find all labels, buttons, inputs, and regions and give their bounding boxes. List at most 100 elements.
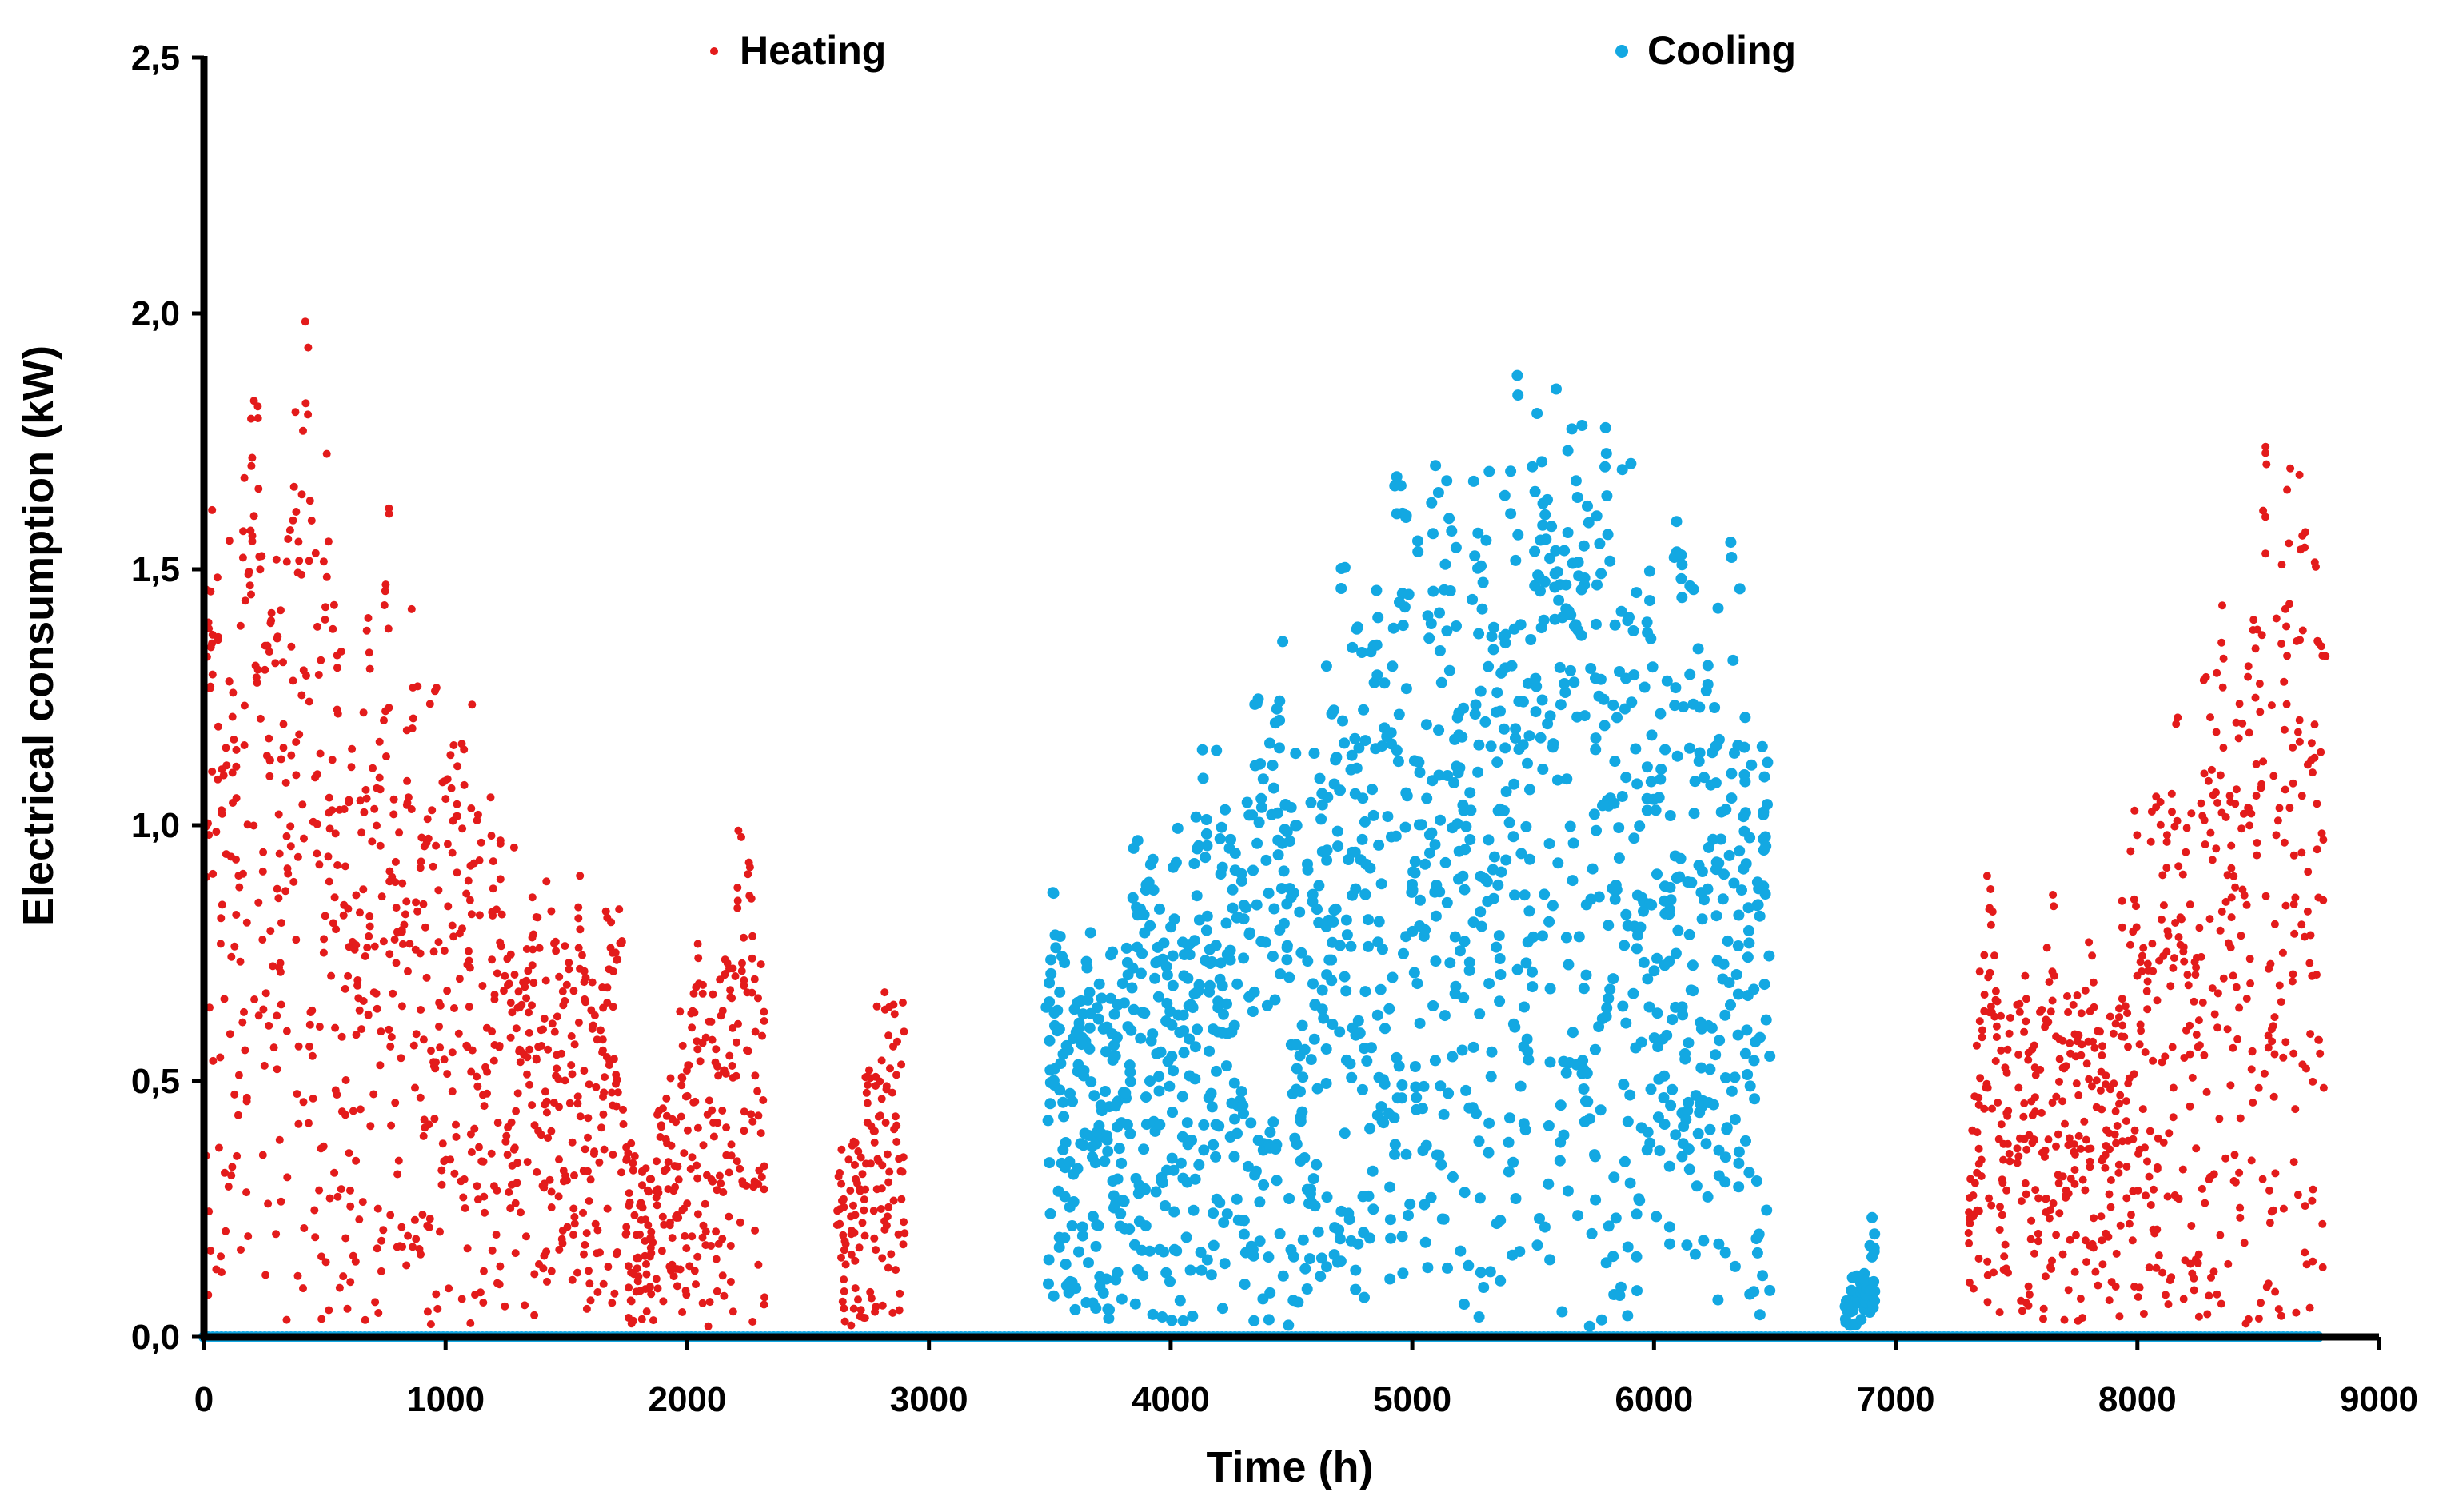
data-point <box>612 1102 621 1111</box>
data-point <box>2082 1258 2090 1267</box>
data-point <box>465 956 473 965</box>
data-point <box>1712 1294 1724 1306</box>
data-point <box>2180 1054 2189 1062</box>
data-point <box>681 1231 689 1240</box>
data-point <box>1254 758 1266 770</box>
data-point <box>1741 1024 1753 1036</box>
data-point <box>1671 750 1683 762</box>
data-point <box>1460 820 1472 832</box>
data-point <box>555 972 564 981</box>
data-point <box>1361 1055 1373 1067</box>
data-point <box>593 1226 602 1235</box>
data-point <box>2078 1175 2087 1184</box>
data-point <box>226 1030 234 1039</box>
data-point <box>2194 1016 2203 1025</box>
data-point <box>279 744 288 752</box>
data-point <box>1465 804 1477 816</box>
data-point <box>2106 1176 2115 1184</box>
data-point <box>289 676 297 685</box>
data-point <box>2273 816 2282 825</box>
data-point <box>1340 914 1352 926</box>
data-point <box>404 967 412 975</box>
data-point <box>382 752 390 760</box>
data-point <box>1664 1238 1675 1250</box>
data-point <box>1283 1193 1295 1204</box>
data-point <box>539 1264 548 1273</box>
data-point <box>429 947 438 956</box>
data-point <box>248 453 257 462</box>
data-point <box>740 1127 748 1135</box>
data-point <box>1343 1214 1355 1225</box>
data-point <box>2102 1071 2110 1080</box>
data-point <box>1343 854 1355 865</box>
data-point <box>1390 830 1402 842</box>
data-point <box>506 1033 515 1042</box>
data-point <box>701 1199 709 1208</box>
data-point <box>2245 821 2254 830</box>
data-point <box>2231 800 2240 808</box>
data-point <box>433 1304 442 1313</box>
data-point <box>2090 1214 2098 1223</box>
data-point <box>1271 807 1283 819</box>
data-point <box>599 1110 608 1119</box>
data-point <box>1400 683 1412 695</box>
data-point <box>1590 1194 1602 1206</box>
data-point <box>1985 1194 1994 1203</box>
data-point <box>1990 1268 1998 1277</box>
data-point <box>402 897 411 906</box>
data-point <box>1578 983 1590 995</box>
data-point <box>1615 1281 1627 1293</box>
data-point <box>1579 1116 1591 1127</box>
data-point <box>277 1197 285 1206</box>
data-point <box>325 1306 333 1315</box>
data-point <box>1433 724 1445 736</box>
data-point <box>708 1106 717 1115</box>
data-point <box>1653 792 1665 804</box>
data-point <box>1196 1264 1208 1276</box>
data-point <box>358 1198 367 1207</box>
data-point <box>1375 983 1387 995</box>
data-point <box>747 894 756 903</box>
data-point <box>1998 1179 2007 1187</box>
data-point <box>1269 994 1281 1006</box>
data-point <box>2135 1040 2144 1049</box>
data-point <box>2253 839 2261 847</box>
data-point <box>726 1278 735 1286</box>
data-point <box>718 1235 727 1243</box>
data-point <box>657 1247 666 1255</box>
data-point <box>238 1018 247 1027</box>
data-point <box>1054 1084 1066 1096</box>
data-point <box>1124 1223 1136 1235</box>
data-point <box>1281 954 1293 966</box>
data-point <box>849 1201 857 1210</box>
data-point <box>1472 527 1484 539</box>
data-point <box>2111 1283 2120 1291</box>
data-point <box>2215 1115 2224 1123</box>
data-point <box>1118 997 1130 1009</box>
data-point <box>1663 1221 1675 1233</box>
data-point <box>609 1003 617 1011</box>
data-point <box>359 885 368 894</box>
data-point <box>276 967 285 976</box>
data-point <box>532 1054 541 1063</box>
data-point <box>423 1307 432 1316</box>
data-point <box>2224 1259 2233 1268</box>
data-point <box>841 1260 850 1269</box>
data-point <box>1383 1003 1395 1015</box>
data-point <box>1997 1120 2006 1129</box>
data-point <box>407 805 416 813</box>
data-point <box>401 910 409 919</box>
data-point <box>1567 875 1579 887</box>
data-point <box>506 999 515 1007</box>
data-point <box>1093 978 1105 990</box>
data-point <box>1274 742 1285 754</box>
data-point <box>749 1183 758 1191</box>
data-point <box>2187 1222 2196 1230</box>
data-point <box>1556 1306 1568 1318</box>
data-point <box>1542 493 1553 505</box>
data-point <box>1218 1217 1230 1228</box>
data-point <box>352 1156 361 1165</box>
data-point <box>1986 885 1995 893</box>
data-point <box>607 918 616 927</box>
